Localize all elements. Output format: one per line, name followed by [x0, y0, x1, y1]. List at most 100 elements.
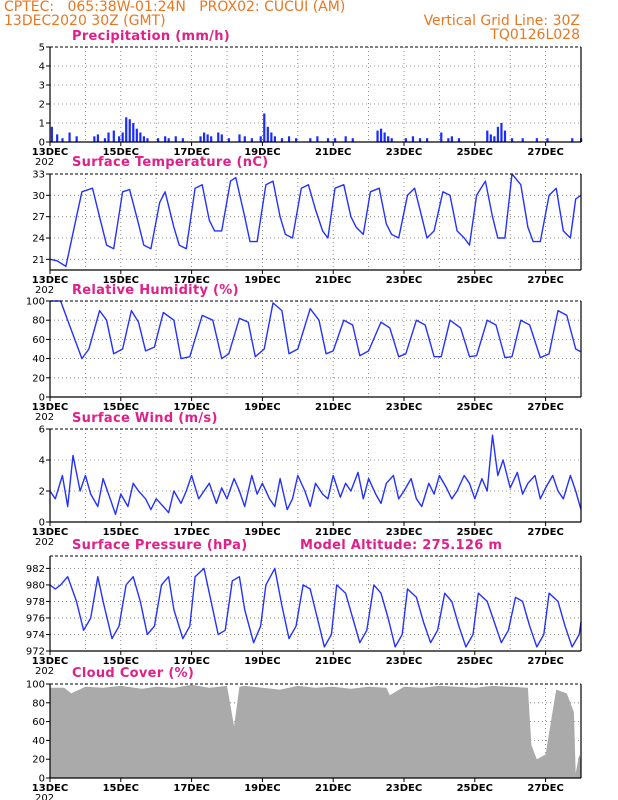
precip-bar: [390, 138, 393, 142]
precip-bar: [112, 130, 115, 142]
header-station: CPTEC: 065:38W-01:24N PROX02: CUCUI (AM): [4, 0, 346, 15]
precip-bar: [486, 130, 489, 142]
precip-bar: [220, 134, 223, 142]
wind-xtick-label: 21DEC: [315, 527, 351, 538]
precip-bar: [103, 138, 107, 142]
wind-year-label: 202: [35, 537, 54, 548]
precip-bar: [164, 136, 167, 142]
temp-ytick-label: 30: [32, 191, 45, 202]
precip-bar: [344, 136, 347, 142]
precip-bar: [447, 138, 450, 142]
precip-bar: [521, 138, 524, 142]
precip-bar: [309, 138, 312, 142]
pressure-ytick-label: 978: [26, 597, 45, 608]
cloud-ytick-label: 20: [32, 755, 45, 766]
temp-xtick-label: 13DEC: [32, 275, 68, 286]
pressure-ytick-label: 982: [26, 564, 45, 575]
cloud-title: Cloud Cover (%): [72, 666, 195, 681]
precip-ytick-label: 1: [39, 119, 45, 130]
precip-bar: [266, 126, 269, 142]
precip-bar: [56, 134, 59, 142]
precip-bar: [93, 136, 96, 142]
pressure-xtick-label: 27DEC: [527, 656, 563, 667]
precip-bar: [333, 138, 337, 142]
precip-bar: [376, 130, 379, 142]
precip-bar: [199, 136, 202, 142]
humidity-xtick-label: 21DEC: [315, 402, 351, 413]
precip-xtick-label: 15DEC: [103, 147, 139, 158]
pressure-title: Surface Pressure (hPa): [72, 538, 248, 553]
pressure-altitude: Model Altitude: 275.126 m: [300, 538, 503, 553]
cloud-ytick-label: 100: [26, 680, 45, 691]
pressure-xtick-label: 17DEC: [173, 656, 209, 667]
cloud-xtick-label: 23DEC: [386, 783, 422, 794]
pressure-xtick-label: 15DEC: [103, 656, 139, 667]
precip-bar: [457, 138, 461, 142]
precip-bar: [118, 136, 121, 142]
humidity-xtick-label: 13DEC: [32, 402, 68, 413]
precip-bar: [125, 117, 128, 142]
precip-ytick-label: 0: [39, 138, 45, 149]
precip-xtick-label: 25DEC: [457, 147, 493, 158]
precip-bar: [238, 134, 241, 142]
precip-bar: [404, 138, 407, 142]
humidity-ytick-label: 0: [39, 393, 45, 404]
precip-xtick-label: 21DEC: [315, 147, 351, 158]
humidity-xtick-label: 25DEC: [457, 402, 493, 413]
pressure-xtick-label: 21DEC: [315, 656, 351, 667]
precip-xtick-label: 19DEC: [244, 147, 280, 158]
precip-bar: [135, 128, 138, 142]
cloud-ytick-label: 0: [39, 774, 45, 785]
precip-bar: [50, 126, 53, 142]
cloud-xtick-label: 15DEC: [103, 783, 139, 794]
precip-bar: [68, 132, 71, 142]
precip-bar: [263, 113, 266, 142]
humidity-ytick-label: 60: [32, 335, 45, 346]
cloud-xtick-label: 13DEC: [32, 783, 68, 794]
precip-bar: [121, 132, 124, 142]
cloud-year-label: 202: [35, 793, 54, 800]
precip-bar: [75, 136, 78, 142]
cloud-xtick-label: 21DEC: [315, 783, 351, 794]
precip-bar: [217, 132, 220, 142]
wind-xtick-label: 17DEC: [173, 527, 209, 538]
precip-bar: [210, 136, 213, 142]
precip-bar: [316, 136, 319, 142]
humidity-ytick-label: 40: [32, 354, 45, 365]
temp-ytick-label: 21: [32, 255, 45, 266]
wind-ytick-label: 0: [39, 518, 45, 529]
precip-title: Precipitation (mm/h): [72, 29, 231, 44]
precip-bar: [496, 126, 500, 142]
temp-xtick-label: 19DEC: [244, 275, 280, 286]
precip-bar: [351, 138, 354, 142]
wind-series-line: [49, 434, 582, 515]
temp-xtick-label: 23DEC: [386, 275, 422, 286]
temp-ytick-label: 24: [32, 234, 45, 245]
precip-bar: [503, 130, 507, 142]
precip-bar: [174, 136, 177, 142]
humidity-year-label: 202: [35, 412, 54, 423]
pressure-ytick-label: 976: [26, 613, 45, 624]
temp-series-line: [49, 173, 582, 268]
precip-bar: [493, 136, 496, 142]
precip-bar: [181, 138, 184, 142]
temp-xtick-label: 27DEC: [527, 275, 563, 286]
header-date: 13DEC2020 30Z (GMT): [4, 13, 166, 29]
precip-bar: [287, 136, 291, 142]
pressure-series-line: [49, 567, 582, 648]
precip-bar: [128, 119, 131, 142]
wind-xtick-label: 25DEC: [457, 527, 493, 538]
pressure-xtick-label: 25DEC: [457, 656, 493, 667]
precip-bar: [326, 138, 330, 142]
pressure-ytick-label: 974: [26, 630, 45, 641]
precip-bar: [440, 132, 443, 142]
humidity-xtick-label: 15DEC: [103, 402, 139, 413]
pressure-year-label: 202: [35, 666, 54, 677]
precip-xtick-label: 27DEC: [527, 147, 563, 158]
precip-bar: [418, 138, 422, 142]
precip-xtick-label: 23DEC: [386, 147, 422, 158]
precip-bar: [411, 136, 415, 142]
precip-bar: [243, 136, 246, 142]
cloud-xtick-label: 27DEC: [527, 783, 563, 794]
pressure-xtick-label: 23DEC: [386, 656, 422, 667]
